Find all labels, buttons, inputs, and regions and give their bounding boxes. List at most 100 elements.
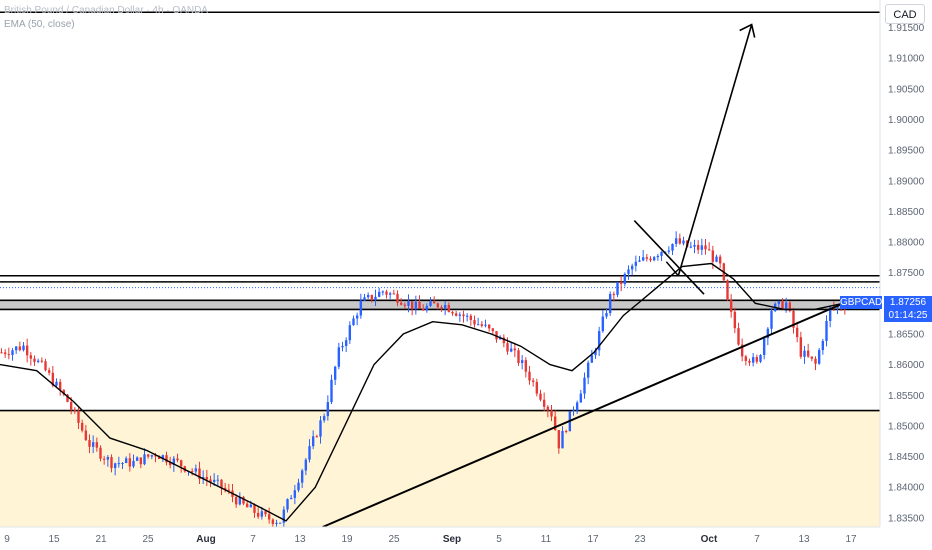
- resistance-band-layer: [0, 300, 880, 310]
- candle-body: [495, 331, 498, 340]
- candle-body: [44, 361, 47, 371]
- candle-body: [711, 250, 715, 262]
- candle-body: [667, 250, 671, 252]
- candle-body: [425, 305, 429, 311]
- candle-body: [806, 350, 810, 357]
- candle-body: [535, 381, 539, 394]
- candle-body: [440, 307, 443, 309]
- candle-body: [322, 416, 326, 421]
- demand-zone: [0, 410, 880, 527]
- time-tick-label: 23: [634, 534, 646, 545]
- symbol-price-flag: GBPCAD: [840, 296, 883, 309]
- candle-body: [370, 294, 374, 301]
- candle-body: [729, 300, 733, 312]
- candle-body: [605, 313, 608, 317]
- candle-body: [40, 360, 44, 362]
- candle-body: [396, 293, 399, 303]
- candle-body: [66, 394, 69, 402]
- time-tick-label: 11: [541, 534, 552, 545]
- candle-body: [179, 460, 183, 467]
- price-tick-label: 1.86500: [888, 329, 925, 340]
- candle-body: [744, 356, 748, 361]
- candle-body: [150, 455, 154, 457]
- candle-body: [671, 243, 674, 251]
- candle-body: [458, 314, 462, 316]
- candle-body: [557, 430, 561, 449]
- candle-body: [590, 355, 594, 363]
- candle-body: [392, 293, 396, 295]
- candle-body: [795, 327, 799, 338]
- candle-body: [121, 462, 124, 464]
- candle-body: [638, 260, 641, 262]
- candle-body: [707, 249, 711, 251]
- candle-body: [359, 300, 363, 316]
- candle-body: [216, 479, 220, 481]
- candle-body: [410, 301, 414, 310]
- candle-body: [157, 456, 161, 460]
- candle-body: [436, 303, 440, 308]
- currency-badge[interactable]: CAD: [885, 4, 925, 24]
- candle-body: [619, 282, 623, 284]
- projection-arrow-head: [739, 23, 756, 38]
- candle-body: [513, 348, 517, 351]
- candle-body: [421, 308, 425, 311]
- price-tick-label: 1.90500: [888, 84, 925, 95]
- candle-body: [25, 345, 29, 356]
- candle-body: [550, 410, 553, 417]
- candle-body: [69, 401, 73, 410]
- candle-body: [341, 345, 344, 348]
- candle-body: [267, 514, 271, 520]
- candle-body: [253, 504, 256, 513]
- time-tick-label: 7: [250, 534, 256, 545]
- price-tick-label: 1.85500: [888, 391, 925, 402]
- candle-body: [319, 420, 322, 437]
- candle-body: [781, 301, 784, 310]
- candle-body: [612, 293, 616, 295]
- candle-body: [414, 301, 418, 310]
- price-tick-label: 1.85000: [888, 421, 925, 432]
- candle-body: [491, 328, 495, 332]
- candle-body: [539, 393, 542, 400]
- candle-body: [161, 455, 165, 460]
- candle-body: [326, 402, 330, 417]
- candle-body: [561, 431, 564, 449]
- price-tick-label: 1.89500: [888, 146, 925, 157]
- price-tick-label: 1.91000: [888, 54, 925, 65]
- candle-body: [399, 302, 403, 305]
- time-axis[interactable]: 9 15 21 25 Aug 7 13 19 25 Sep 5 11 17 23 Oct 7 13 17: [0, 526, 932, 550]
- candle-body: [377, 291, 381, 297]
- candle-body: [825, 320, 828, 342]
- candle-body: [102, 458, 106, 460]
- candle-body: [198, 468, 201, 480]
- candle-body: [113, 463, 117, 469]
- candle-body: [715, 256, 718, 262]
- candle-body: [627, 269, 630, 274]
- candle-body: [509, 348, 513, 352]
- candle-body: [660, 251, 663, 256]
- candle-body: [506, 343, 509, 352]
- candle-body: [99, 447, 102, 459]
- candle-body: [751, 357, 755, 363]
- candle-body: [608, 293, 612, 314]
- drawings-layer: [322, 23, 852, 528]
- candle-body: [770, 311, 773, 329]
- candle-body: [139, 457, 143, 465]
- candle-body: [117, 463, 121, 465]
- demand-zone-layer: [0, 410, 880, 527]
- candle-body: [814, 358, 817, 364]
- price-axis[interactable]: 1.83500 1.84000 1.84500 1.85000 1.85500 1.860…: [879, 0, 932, 550]
- price-tick-label: 1.89000: [888, 176, 925, 187]
- candle-body: [696, 244, 700, 250]
- candle-body: [484, 324, 487, 326]
- candle-body: [3, 352, 7, 355]
- candle-body: [128, 458, 132, 467]
- time-tick-label: 17: [845, 534, 857, 545]
- candle-body: [498, 337, 502, 340]
- price-tick-label: 1.90000: [888, 115, 925, 126]
- candle-body: [641, 257, 645, 261]
- candle-body: [352, 318, 355, 326]
- candle-body: [106, 456, 110, 460]
- candle-body: [418, 301, 421, 309]
